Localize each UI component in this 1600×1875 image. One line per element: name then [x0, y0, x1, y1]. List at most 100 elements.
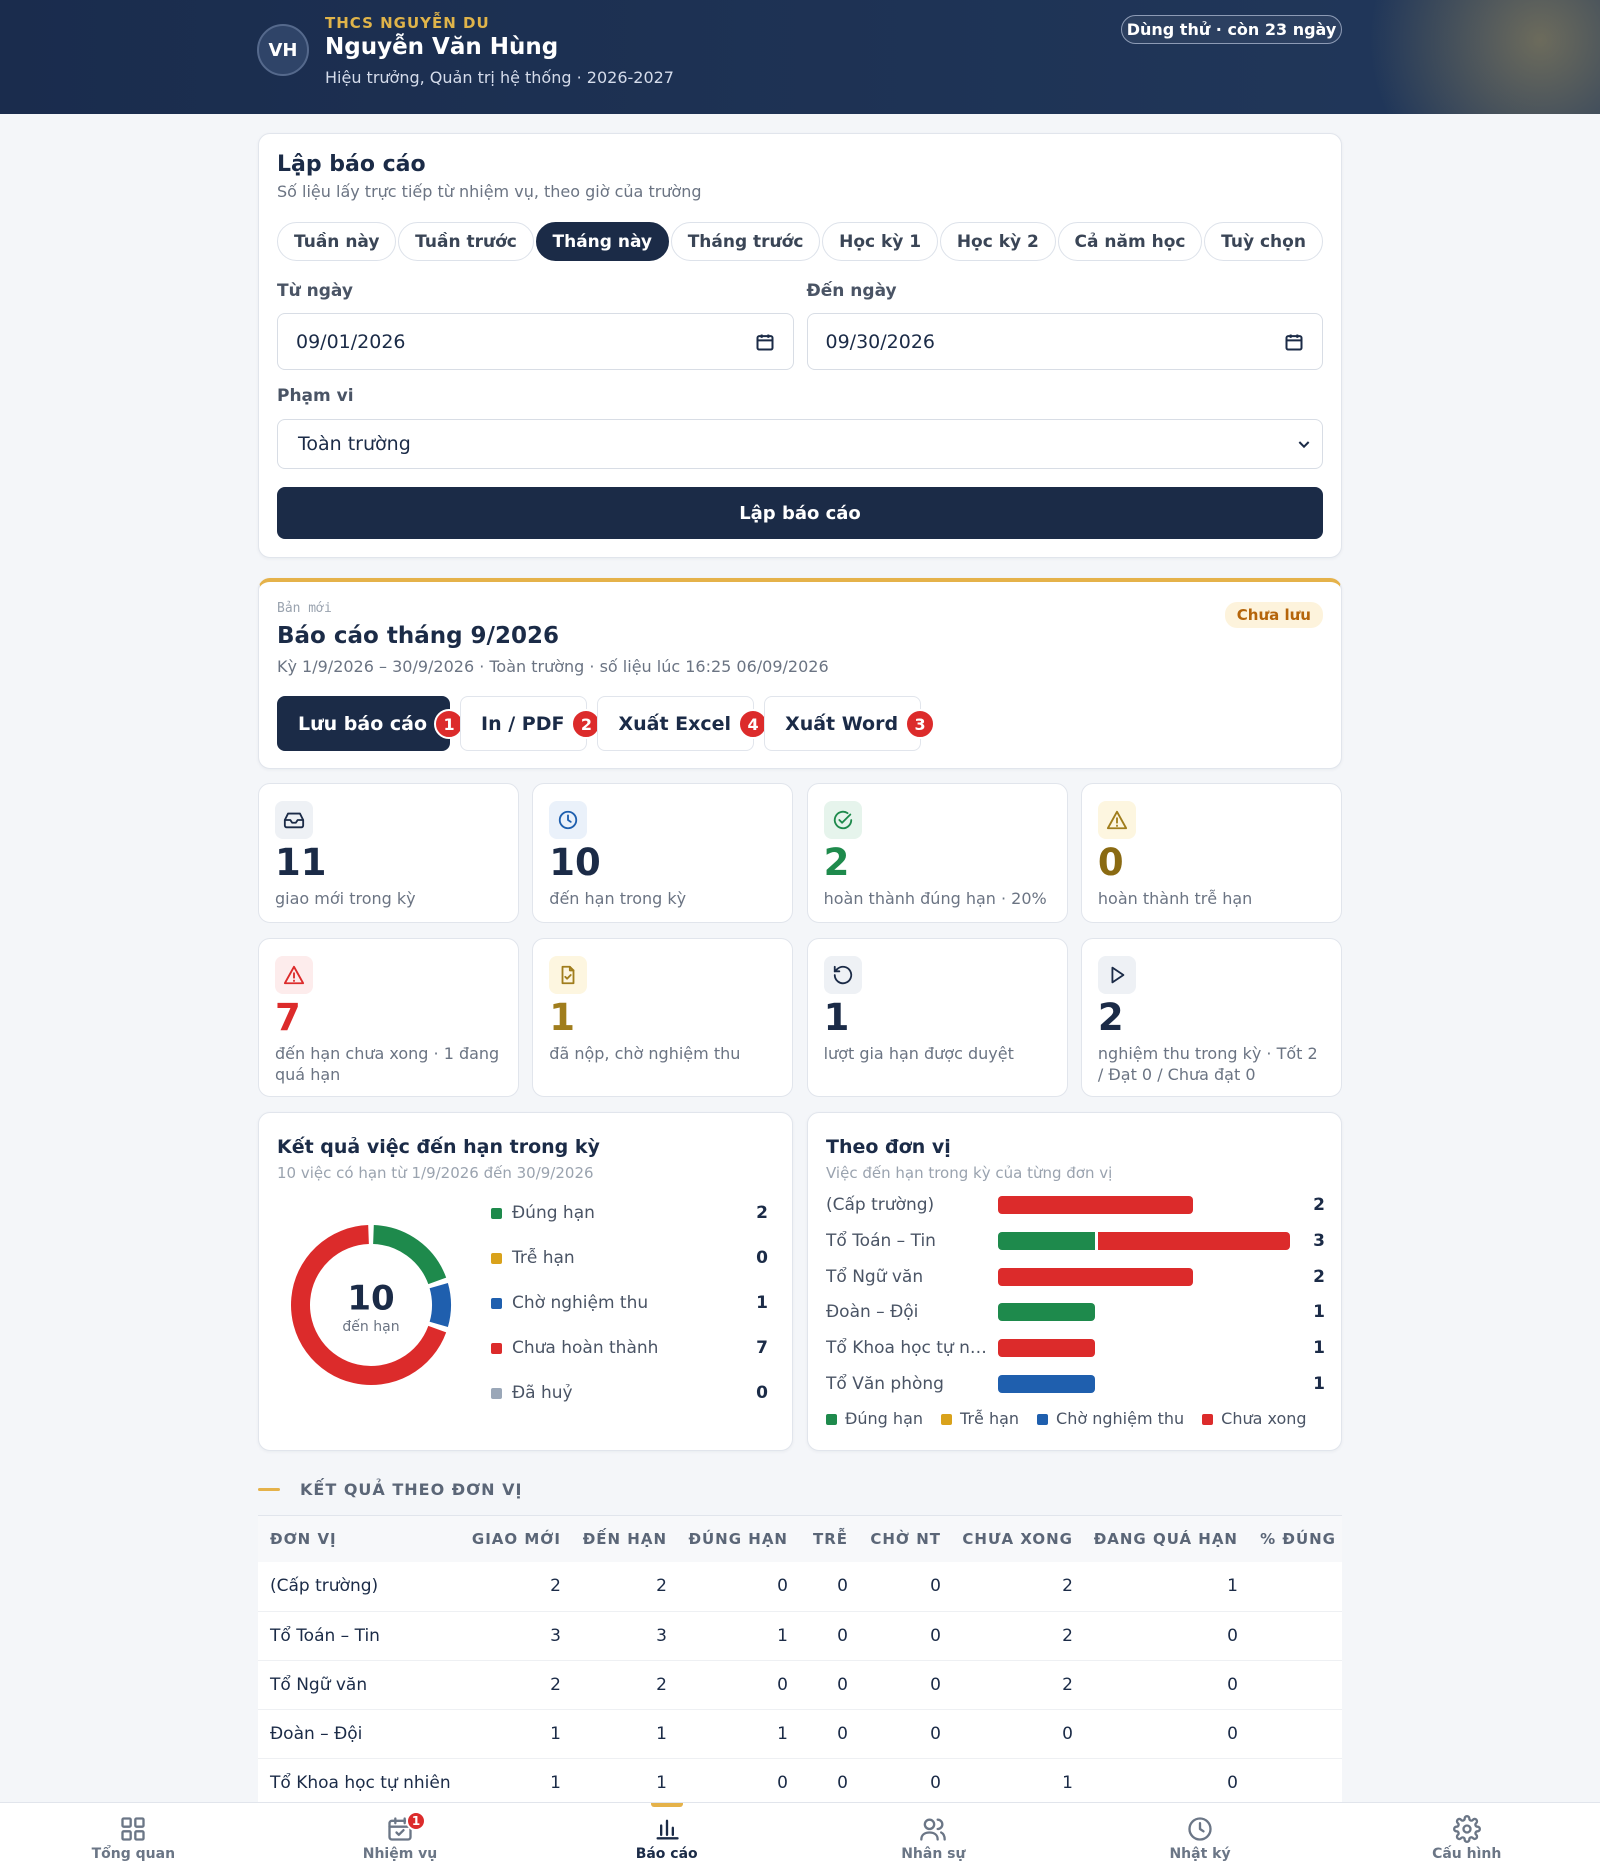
table-cell: 0: [800, 1562, 860, 1612]
unit-card: Theo đơn vị Việc đến hạn trong kỳ của từ…: [807, 1112, 1342, 1451]
unit-name: Tổ Văn phòng: [826, 1374, 944, 1394]
unit-name: Đoàn – Đội: [826, 1302, 919, 1323]
avatar: VH: [257, 24, 309, 76]
date-input[interactable]: 09/01/2026: [277, 313, 794, 370]
nav-item[interactable]: Nhân sự: [800, 1803, 1067, 1875]
table-cell: 1: [1085, 1562, 1250, 1612]
stat-value: 1: [549, 996, 576, 1039]
stat-card: 0 hoàn thành trễ hạn: [1080, 783, 1342, 923]
legend-name: Chờ nghiệm thu: [1056, 1409, 1185, 1428]
submit-button[interactable]: Lập báo cáo: [277, 487, 1323, 539]
report-form: Lập báo cáo Số liệu lấy trực tiếp từ nhi…: [258, 133, 1342, 558]
icon-part: [134, 1830, 145, 1841]
table-row: Đoàn – Đội 1 1 1 0 0 0 0: [258, 1709, 1342, 1759]
action-button[interactable]: In / PDF 2: [460, 696, 602, 751]
table-cell: 2: [573, 1562, 679, 1612]
nav-item[interactable]: 1 Nhiệm vụ: [267, 1803, 534, 1875]
table-cell-empty: [1250, 1562, 1342, 1612]
icon-part: [569, 965, 575, 972]
legend-item: Chưa hoàn thành: [491, 1338, 658, 1358]
table-cell: Tổ Khoa học tự nhiên: [258, 1758, 458, 1805]
table-cell: 3: [458, 1611, 573, 1661]
legend-item: Chưa xong: [1202, 1409, 1307, 1428]
trial-badge[interactable]: Dùng thử · còn 23 ngày: [1121, 15, 1342, 44]
icon-part: [559, 810, 578, 830]
icon: [1111, 966, 1125, 984]
table-cell: Tổ Toán – Tin: [258, 1611, 458, 1661]
legend-swatch: [491, 1252, 502, 1264]
table-cell: 0: [800, 1758, 860, 1805]
date-input[interactable]: 09/30/2026: [806, 313, 1323, 370]
donut-segment: [429, 1282, 451, 1328]
donut-label: đến hạn: [342, 1318, 399, 1335]
legend-value: 7: [756, 1338, 768, 1358]
unit-total: 3: [1313, 1230, 1325, 1251]
period-pill[interactable]: Tuần trước: [398, 222, 534, 261]
table-wrap: ĐƠN VỊ GIAO MỚI ĐẾN HẠN ĐÚNG HẠN TRỄ CHỜ NT CH…: [258, 1515, 1342, 1805]
table-cell: 2: [953, 1611, 1085, 1661]
stat-card: 1 đã nộp, chờ nghiệm thu: [532, 938, 794, 1097]
layout: ĐƠN VỊ GIAO MỚI ĐẾN HẠN ĐÚNG HẠN TRỄ CHỜ NT CH…: [258, 1516, 1342, 1562]
icon: [656, 1819, 679, 1840]
table-cell: 0: [679, 1758, 800, 1805]
select-value: Toàn trường: [298, 433, 411, 455]
icon-part: [567, 814, 572, 823]
table-cell: 1: [573, 1709, 679, 1759]
stat-card: 2 hoàn thành đúng hạn · 20%: [806, 783, 1068, 923]
icon: [1452, 1815, 1481, 1843]
icon-part: [121, 1817, 133, 1828]
period-pill[interactable]: Tuỳ chọn: [1204, 222, 1323, 261]
column-header: ĐANG QUÁ HẠN: [1085, 1516, 1250, 1562]
table-cell-empty: [1250, 1660, 1342, 1710]
stat-value: 1: [823, 996, 850, 1039]
legend-value: 2: [756, 1203, 768, 1223]
unit-total: 1: [1313, 1338, 1325, 1359]
icon-part: [833, 965, 852, 985]
icon: [1106, 810, 1127, 830]
nav-item[interactable]: Cấu hình: [1333, 1803, 1600, 1875]
icon-part: [561, 965, 575, 985]
stat-label: nghiệm thu trong kỳ · Tốt 2 / Đạt 0 / Ch…: [1097, 1044, 1318, 1084]
period-pill[interactable]: Tháng này: [535, 222, 670, 261]
stat-label: lượt gia hạn được duyệt: [823, 1044, 1014, 1063]
period-pill[interactable]: Tuần này: [277, 222, 397, 261]
nav-badge: 1: [406, 1811, 426, 1831]
action-label: In / PDF: [481, 712, 565, 735]
unit-name: Tổ Ngữ văn: [826, 1266, 924, 1287]
legend-item: Trễ hạn: [491, 1248, 575, 1268]
unit-bar: [998, 1231, 1290, 1250]
table-cell: 0: [860, 1611, 953, 1661]
action-button[interactable]: Xuất Word 3: [764, 696, 936, 751]
legend-swatch: [941, 1414, 953, 1425]
table-cell: 1: [953, 1758, 1085, 1805]
legend-swatch: [491, 1342, 502, 1354]
bar-segment: [998, 1303, 1096, 1322]
table-cell: 2: [458, 1660, 573, 1710]
card-title: Kết quả việc đến hạn trong kỳ: [277, 1136, 600, 1158]
table-cell: 2: [458, 1562, 573, 1612]
column-header: TRỄ: [800, 1516, 860, 1562]
bar-segment: [1098, 1231, 1290, 1250]
period-pill[interactable]: Tháng trước: [670, 222, 821, 261]
table-cell: 0: [1085, 1611, 1250, 1661]
calendar-icon: [756, 334, 773, 350]
nav-item[interactable]: Tổng quan: [0, 1803, 267, 1875]
period-pill[interactable]: Học kỳ 2: [939, 222, 1056, 261]
stat-value: 10: [549, 841, 601, 884]
action-button[interactable]: Lưu báo cáo 1: [277, 696, 465, 751]
scope-select[interactable]: Toàn trường: [277, 419, 1323, 469]
table-cell: 0: [1085, 1758, 1250, 1805]
table-cell: 1: [679, 1611, 800, 1661]
unit-total: 2: [1313, 1195, 1325, 1215]
period-pill[interactable]: Học kỳ 1: [822, 222, 939, 261]
period-pill[interactable]: Cả năm học: [1057, 222, 1203, 261]
table-cell: 0: [860, 1709, 953, 1759]
unit-row: Tổ Toán – Tin 3: [826, 1229, 1325, 1253]
nav-active-bar: [650, 1803, 683, 1807]
legend-value: 0: [756, 1383, 768, 1403]
nav-item[interactable]: Báo cáo: [533, 1803, 800, 1875]
unit-bar: [998, 1375, 1096, 1393]
legend-item: Chờ nghiệm thu: [1037, 1409, 1184, 1428]
nav-item[interactable]: Nhật ký: [1067, 1803, 1334, 1875]
action-button[interactable]: Xuất Excel 4: [597, 696, 769, 751]
